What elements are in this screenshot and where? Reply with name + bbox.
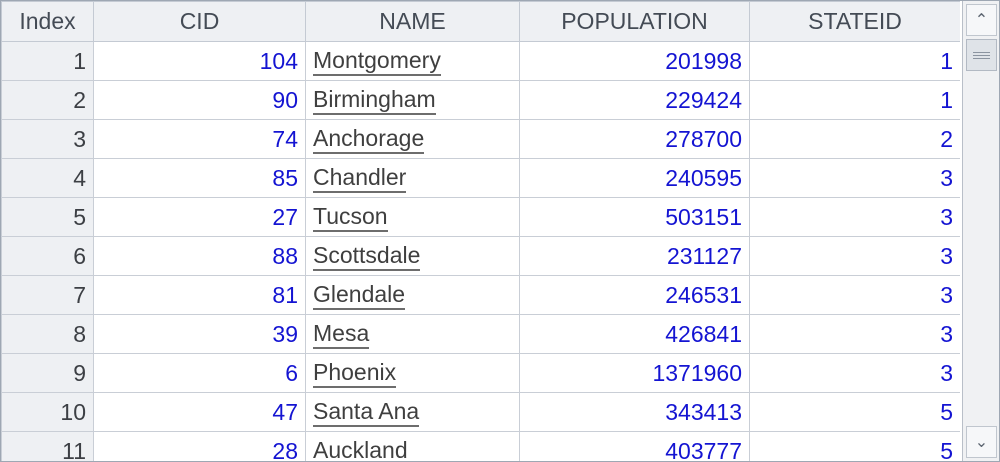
cid-cell[interactable]: 88 — [93, 236, 306, 276]
column-header-index[interactable]: Index — [1, 1, 94, 42]
grip-line — [973, 58, 990, 59]
stateid-cell[interactable]: 1 — [749, 41, 960, 81]
population-cell[interactable]: 278700 — [519, 119, 750, 159]
table-viewport: Index CID NAME POPULATION STATEID 1 104 Mo… — [1, 1, 960, 461]
population-cell[interactable]: 246531 — [519, 275, 750, 315]
table-row[interactable]: 6 88 Scottsdale 231127 3 — [1, 236, 960, 276]
name-cell[interactable]: Tucson — [305, 197, 520, 237]
row-index-cell[interactable]: 6 — [1, 236, 94, 276]
population-cell[interactable]: 503151 — [519, 197, 750, 237]
stateid-cell[interactable]: 2 — [749, 119, 960, 159]
column-header-stateid[interactable]: STATEID — [749, 1, 960, 42]
population-cell[interactable]: 229424 — [519, 80, 750, 120]
table-row[interactable]: 4 85 Chandler 240595 3 — [1, 158, 960, 198]
name-link[interactable]: Montgomery — [313, 47, 441, 76]
table-row[interactable]: 5 27 Tucson 503151 3 — [1, 197, 960, 237]
cid-cell[interactable]: 104 — [93, 41, 306, 81]
name-cell[interactable]: Birmingham — [305, 80, 520, 120]
column-header-name[interactable]: NAME — [305, 1, 520, 42]
population-cell[interactable]: 1371960 — [519, 353, 750, 393]
stateid-cell[interactable]: 3 — [749, 236, 960, 276]
name-link[interactable]: Santa Ana — [313, 398, 420, 427]
name-cell[interactable]: Mesa — [305, 314, 520, 354]
name-link[interactable]: Mesa — [313, 320, 370, 349]
name-cell[interactable]: Chandler — [305, 158, 520, 198]
table-row[interactable]: 2 90 Birmingham 229424 1 — [1, 80, 960, 120]
cid-cell[interactable]: 28 — [93, 431, 306, 461]
row-index-cell[interactable]: 4 — [1, 158, 94, 198]
row-index-cell[interactable]: 9 — [1, 353, 94, 393]
table-row[interactable]: 9 6 Phoenix 1371960 3 — [1, 353, 960, 393]
population-cell[interactable]: 403777 — [519, 431, 750, 461]
name-link[interactable]: Birmingham — [313, 86, 436, 115]
name-cell[interactable]: Auckland — [305, 431, 520, 462]
vertical-scrollbar[interactable]: ⌃ ⌄ — [962, 1, 999, 461]
stateid-cell[interactable]: 5 — [749, 431, 960, 461]
row-index-cell[interactable]: 11 — [1, 431, 94, 461]
population-cell[interactable]: 240595 — [519, 158, 750, 198]
name-link[interactable]: Anchorage — [313, 125, 425, 154]
name-cell[interactable]: Phoenix — [305, 353, 520, 393]
cid-cell[interactable]: 90 — [93, 80, 306, 120]
data-table: Index CID NAME POPULATION STATEID 1 104 Mo… — [1, 1, 960, 461]
name-link[interactable]: Phoenix — [313, 359, 397, 388]
stateid-cell[interactable]: 3 — [749, 314, 960, 354]
header-row: Index CID NAME POPULATION STATEID — [1, 1, 960, 42]
name-cell[interactable]: Santa Ana — [305, 392, 520, 432]
table-row[interactable]: 8 39 Mesa 426841 3 — [1, 314, 960, 354]
row-index-cell[interactable]: 3 — [1, 119, 94, 159]
stateid-cell[interactable]: 3 — [749, 275, 960, 315]
cid-cell[interactable]: 6 — [93, 353, 306, 393]
population-cell[interactable]: 426841 — [519, 314, 750, 354]
name-link[interactable]: Auckland — [313, 437, 408, 462]
scroll-down-button[interactable]: ⌄ — [966, 426, 997, 458]
grip-line — [973, 52, 990, 53]
name-link[interactable]: Scottsdale — [313, 242, 421, 271]
row-index-cell[interactable]: 2 — [1, 80, 94, 120]
name-cell[interactable]: Anchorage — [305, 119, 520, 159]
column-header-cid[interactable]: CID — [93, 1, 306, 42]
scroll-up-button[interactable]: ⌃ — [966, 4, 997, 36]
stateid-cell[interactable]: 3 — [749, 197, 960, 237]
name-link[interactable]: Chandler — [313, 164, 407, 193]
grip-line — [973, 55, 990, 56]
cid-cell[interactable]: 27 — [93, 197, 306, 237]
stateid-cell[interactable]: 3 — [749, 158, 960, 198]
column-header-population[interactable]: POPULATION — [519, 1, 750, 42]
scrollbar-thumb[interactable] — [966, 39, 997, 71]
table-row[interactable]: 10 47 Santa Ana 343413 5 — [1, 392, 960, 432]
stateid-cell[interactable]: 3 — [749, 353, 960, 393]
table-row[interactable]: 1 104 Montgomery 201998 1 — [1, 41, 960, 81]
cid-cell[interactable]: 81 — [93, 275, 306, 315]
population-cell[interactable]: 343413 — [519, 392, 750, 432]
row-index-cell[interactable]: 1 — [1, 41, 94, 81]
name-cell[interactable]: Montgomery — [305, 41, 520, 81]
name-cell[interactable]: Scottsdale — [305, 236, 520, 276]
table-row[interactable]: 3 74 Anchorage 278700 2 — [1, 119, 960, 159]
row-index-cell[interactable]: 7 — [1, 275, 94, 315]
name-link[interactable]: Glendale — [313, 281, 406, 310]
table-body: 1 104 Montgomery 201998 1 2 90 Birmingham 229424… — [1, 41, 960, 462]
population-cell[interactable]: 201998 — [519, 41, 750, 81]
table-row[interactable]: 7 81 Glendale 246531 3 — [1, 275, 960, 315]
chevron-up-icon: ⌃ — [974, 12, 989, 29]
cid-cell[interactable]: 85 — [93, 158, 306, 198]
chevron-down-icon: ⌄ — [974, 434, 989, 451]
cid-cell[interactable]: 47 — [93, 392, 306, 432]
stateid-cell[interactable]: 1 — [749, 80, 960, 120]
row-index-cell[interactable]: 8 — [1, 314, 94, 354]
cid-cell[interactable]: 74 — [93, 119, 306, 159]
stateid-cell[interactable]: 5 — [749, 392, 960, 432]
name-cell[interactable]: Glendale — [305, 275, 520, 315]
row-index-cell[interactable]: 10 — [1, 392, 94, 432]
table-row[interactable]: 11 28 Auckland 403777 5 — [1, 431, 960, 462]
name-link[interactable]: Tucson — [313, 203, 388, 232]
row-index-cell[interactable]: 5 — [1, 197, 94, 237]
cid-cell[interactable]: 39 — [93, 314, 306, 354]
population-cell[interactable]: 231127 — [519, 236, 750, 276]
